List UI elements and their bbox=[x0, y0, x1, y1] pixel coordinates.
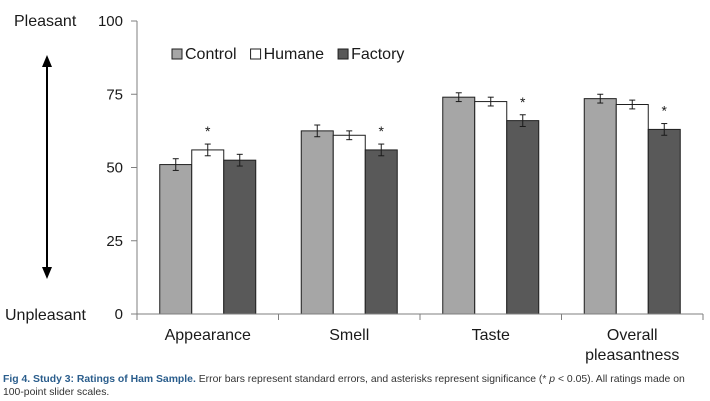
bar-factory-2 bbox=[364, 149, 398, 315]
y-tick-label-100: 100 bbox=[98, 13, 123, 30]
legend-label-factory: Factory bbox=[351, 46, 404, 63]
significance-marker-1: * bbox=[205, 123, 211, 139]
legend-swatch-control bbox=[171, 48, 183, 60]
y-tick-label-0: 0 bbox=[115, 306, 123, 323]
y-tick-label-50: 50 bbox=[106, 160, 123, 177]
bar-factory-4 bbox=[647, 128, 681, 315]
x-tick-label-1: Appearance bbox=[165, 327, 251, 344]
bar-humane-3 bbox=[474, 101, 508, 315]
x-tick-label-3: Taste bbox=[472, 327, 510, 344]
bar-control-4 bbox=[583, 98, 617, 315]
x-tick-label-2: Smell bbox=[329, 327, 369, 344]
significance-marker-3: * bbox=[520, 94, 526, 110]
y-tick-label-25: 25 bbox=[106, 233, 123, 250]
caption-body-start: Error bars represent standard errors, an… bbox=[198, 374, 550, 385]
y-tick-label-75: 75 bbox=[106, 86, 123, 103]
bar-control-3 bbox=[442, 96, 476, 315]
bar-control-2 bbox=[300, 130, 334, 315]
x-tick-label-4-line-1: Overall bbox=[607, 327, 658, 344]
y-top-end-label: Pleasant bbox=[14, 13, 77, 30]
legend-swatch-factory bbox=[337, 48, 349, 60]
pleasantness-arrow-head-up bbox=[42, 55, 52, 67]
legend-label-control: Control bbox=[185, 46, 237, 63]
chart: * * * * 0 25 50 75 100 Appearance Smell Taste Overal… bbox=[5, 13, 704, 364]
pleasantness-arrow-head-down bbox=[42, 267, 52, 279]
figure-caption: Fig 4. Study 3: Ratings of Ham Sample. E… bbox=[3, 373, 707, 399]
bar-humane-1 bbox=[191, 149, 225, 315]
bar-humane-4 bbox=[615, 104, 649, 315]
bar-control-1 bbox=[159, 164, 193, 315]
caption-body-end: < 0.05). All ratings made on 100-point s… bbox=[3, 374, 685, 398]
legend-label-humane: Humane bbox=[264, 46, 325, 63]
caption-p-symbol: p bbox=[549, 374, 556, 385]
bar-factory-3 bbox=[506, 120, 540, 315]
significance-marker-2: * bbox=[379, 123, 385, 139]
bar-chart: * * * * 0 25 50 75 100 Appearance Smell Taste Overal… bbox=[5, 13, 704, 364]
y-bottom-end-label: Unpleasant bbox=[5, 307, 87, 324]
caption-label: Fig 4. Study 3: Ratings of Ham Sample. bbox=[3, 374, 196, 385]
legend-swatch-humane bbox=[250, 48, 262, 60]
significance-marker-4: * bbox=[662, 103, 668, 119]
bar-factory-1 bbox=[223, 159, 257, 315]
bar-humane-2 bbox=[332, 134, 366, 315]
x-tick-label-4-line-2: pleasantness bbox=[585, 347, 679, 364]
